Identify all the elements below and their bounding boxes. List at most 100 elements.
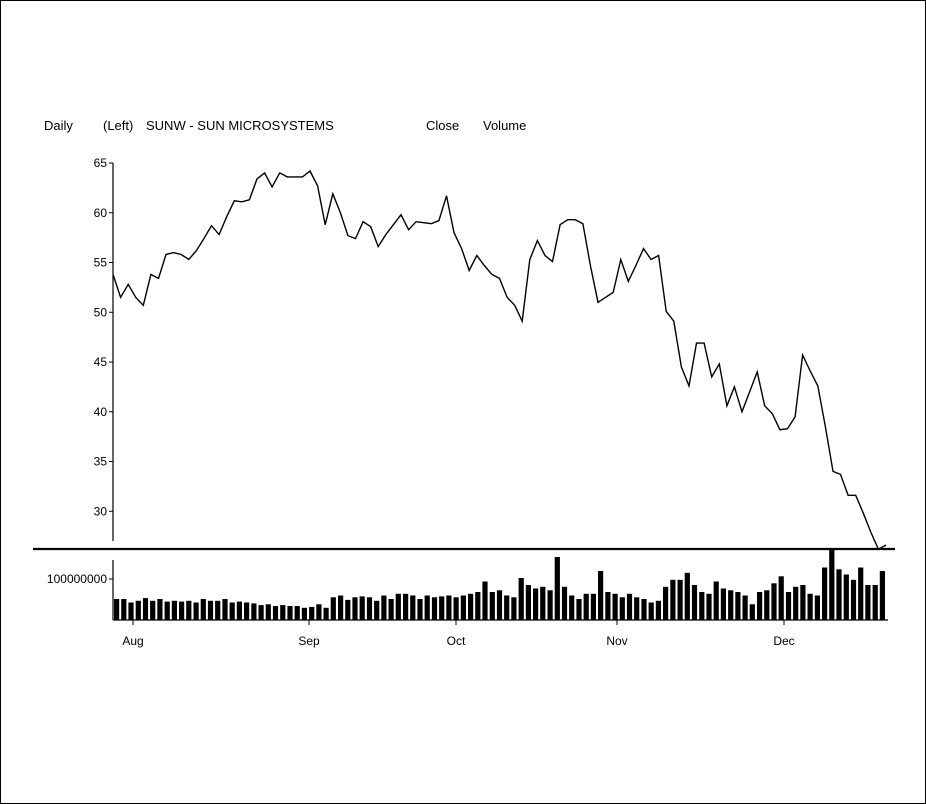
volume-bar (533, 588, 539, 620)
volume-bar (850, 579, 857, 621)
volume-bar (186, 600, 192, 621)
volume-bar (272, 606, 279, 620)
volume-bar (814, 595, 820, 620)
volume-bar (634, 597, 640, 621)
volume-bar (590, 593, 596, 621)
volume-bar (424, 595, 430, 620)
volume-bar (648, 602, 654, 620)
volume-bar (504, 595, 510, 620)
y-tick-label: 60 (94, 206, 108, 220)
volume-bar (381, 595, 387, 620)
volume-bar (706, 593, 712, 621)
volume-tick-label: 100000000 (47, 572, 107, 586)
x-tick-label: Oct (447, 634, 466, 648)
volume-bar (641, 599, 647, 620)
volume-bar (583, 593, 589, 621)
volume-bar (114, 599, 120, 620)
x-tick-label: Dec (773, 634, 794, 648)
volume-bar (439, 596, 445, 620)
volume-bar (807, 593, 813, 621)
volume-bar (294, 606, 300, 620)
volume-bar (229, 602, 235, 620)
volume-bar (395, 593, 401, 621)
volume-bar (460, 595, 466, 620)
volume-bar (858, 567, 864, 620)
volume-bar (446, 595, 452, 620)
volume-bar (222, 599, 228, 620)
volume-bar (193, 602, 199, 620)
y-tick-label: 40 (94, 405, 108, 419)
volume-bar (323, 607, 329, 621)
x-tick-label: Sep (298, 634, 320, 648)
volume-bar (619, 597, 625, 621)
volume-bar (301, 607, 307, 621)
volume-bar (511, 597, 517, 621)
volume-bar (330, 597, 336, 621)
volume-bar (287, 606, 293, 620)
volume-bar (258, 605, 264, 620)
volume-bar (525, 585, 531, 620)
volume-bar (843, 574, 849, 620)
volume-bar (135, 600, 141, 621)
volume-bar (764, 590, 770, 621)
volume-bar (374, 600, 380, 621)
symbol-title: SUNW - SUN MICROSYSTEMS (146, 118, 334, 133)
volume-bar (670, 579, 676, 621)
volume-bar (338, 595, 344, 620)
volume-bar (251, 603, 257, 620)
volume-bar (569, 595, 575, 620)
volume-bar (359, 596, 365, 620)
volume-bar (280, 605, 286, 620)
volume-bar (468, 593, 474, 621)
volume-bar (735, 592, 741, 620)
x-tick-label: Aug (122, 634, 143, 648)
volume-bar (518, 578, 524, 620)
volume-bar (699, 592, 705, 620)
volume-bar (128, 602, 134, 620)
volume-bar (265, 604, 271, 621)
y-tick-label: 55 (94, 256, 108, 270)
volume-bar (150, 600, 156, 621)
y-tick-label: 30 (94, 504, 108, 518)
volume-bar (200, 599, 206, 620)
volume-bar (626, 593, 633, 621)
volume-bar (352, 597, 358, 621)
volume-bar (157, 599, 163, 620)
volume-bar (417, 599, 423, 620)
volume-bar (388, 599, 394, 620)
y-tick-label: 50 (94, 305, 108, 319)
volume-bar (879, 571, 885, 620)
volume-bar (576, 599, 582, 620)
volume-bar (785, 592, 792, 620)
volume-bar (431, 597, 438, 621)
volume-bar (453, 597, 459, 621)
volume-bar (684, 572, 690, 621)
volume-bar (677, 579, 683, 621)
price-y-ticks: 30 35 40 45 50 55 60 65 (94, 156, 113, 518)
volume-bar (547, 590, 553, 621)
volume-bar (482, 581, 488, 620)
volume-bar (713, 581, 719, 620)
axis-side-label: (Left) (103, 118, 134, 133)
y-tick-label: 45 (94, 355, 108, 369)
period-label: Daily (44, 118, 73, 133)
volume-bar (663, 586, 669, 621)
volume-bar (309, 606, 315, 620)
y-tick-label: 35 (94, 455, 108, 469)
volume-bar (728, 590, 734, 621)
volume-bar (757, 592, 763, 620)
volume-bar (691, 585, 698, 620)
series-volume-label: Volume (483, 118, 527, 133)
x-ticks: Aug Sep Oct Nov Dec (122, 620, 795, 648)
volume-bar (540, 586, 546, 621)
y-tick-label: 65 (94, 156, 108, 170)
volume-bar (236, 601, 242, 620)
volume-bar (836, 569, 842, 621)
volume-bar (171, 600, 177, 621)
volume-bar (475, 592, 481, 620)
volume-bar (771, 583, 777, 621)
volume-bars (114, 550, 885, 621)
series-close-label: Close (426, 118, 460, 133)
